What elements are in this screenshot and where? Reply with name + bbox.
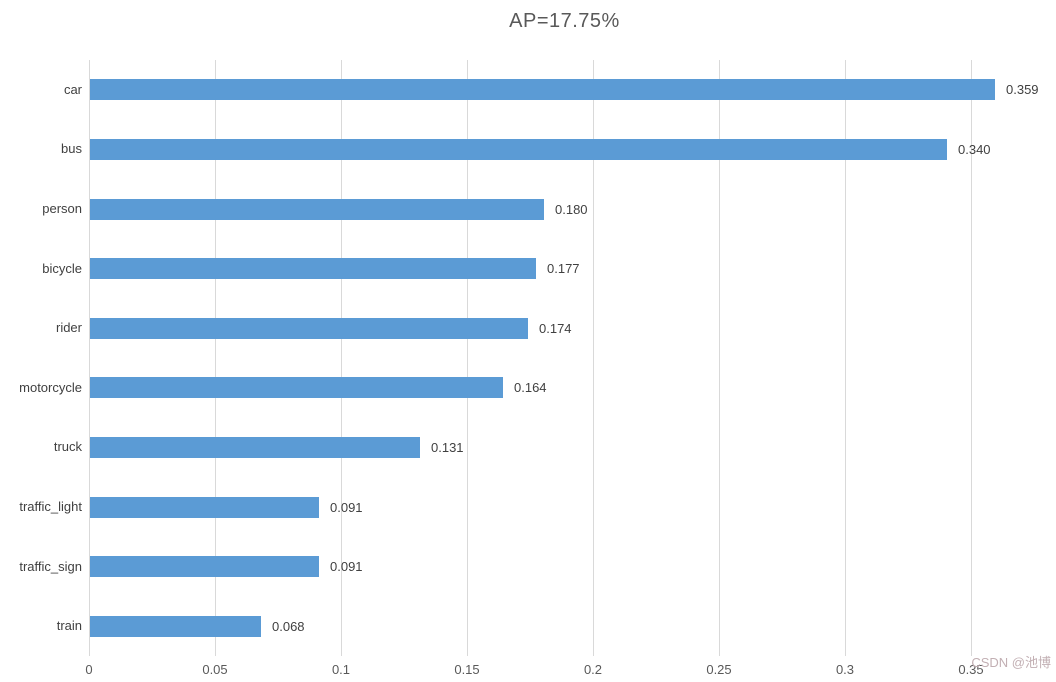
value-label-bicycle: 0.177 [547, 261, 580, 276]
x-tick-label: 0.3 [835, 662, 855, 677]
bar-person [90, 199, 544, 220]
gridline [845, 60, 846, 656]
gridline [971, 60, 972, 656]
value-label-traffic_sign: 0.091 [330, 559, 363, 574]
category-label-person: person [42, 201, 82, 216]
bar-traffic_sign [90, 556, 319, 577]
value-label-car: 0.359 [1006, 82, 1039, 97]
value-label-truck: 0.131 [431, 440, 464, 455]
bar-truck [90, 437, 420, 458]
gridline [341, 60, 342, 656]
category-label-rider: rider [55, 320, 82, 335]
value-label-person: 0.180 [555, 202, 588, 217]
x-tick-label: 0.35 [958, 662, 984, 677]
category-label-traffic_sign: traffic_sign [19, 559, 82, 574]
bar-bus [90, 139, 947, 160]
gridline [89, 60, 90, 656]
bar-bicycle [90, 258, 536, 279]
value-label-rider: 0.174 [539, 321, 572, 336]
x-tick-label: 0.15 [454, 662, 480, 677]
x-tick-label: 0.2 [583, 662, 603, 677]
x-tick-label: 0.05 [202, 662, 228, 677]
value-label-traffic_light: 0.091 [330, 500, 363, 515]
category-label-train: train [56, 618, 82, 633]
x-tick-label: 0.25 [706, 662, 732, 677]
category-label-truck: truck [53, 439, 82, 454]
x-tick-label: 0 [85, 662, 93, 677]
plot-area: 0.359 0.340 0.180 0.177 0.174 0.164 0.131 0.091… [89, 60, 1040, 656]
gridline [593, 60, 594, 656]
bar-traffic_light [90, 497, 319, 518]
gridline [215, 60, 216, 656]
chart-title: AP=17.75% [509, 10, 620, 32]
gridline [467, 60, 468, 656]
watermark: CSDN @池博 [971, 655, 1051, 670]
bar-car [90, 79, 995, 100]
value-label-bus: 0.340 [958, 142, 991, 157]
category-label-car: car [63, 82, 82, 97]
category-label-bicycle: bicycle [42, 261, 82, 276]
bar-train [90, 616, 261, 637]
bar-rider [90, 318, 528, 339]
category-label-traffic_light: traffic_light [19, 499, 82, 514]
value-label-train: 0.068 [272, 619, 305, 634]
bar-motorcycle [90, 377, 503, 398]
gridline [719, 60, 720, 656]
x-tick-label: 0.1 [331, 662, 351, 677]
category-label-bus: bus [61, 141, 82, 156]
category-label-motorcycle: motorcycle [19, 380, 82, 395]
value-label-motorcycle: 0.164 [514, 380, 547, 395]
